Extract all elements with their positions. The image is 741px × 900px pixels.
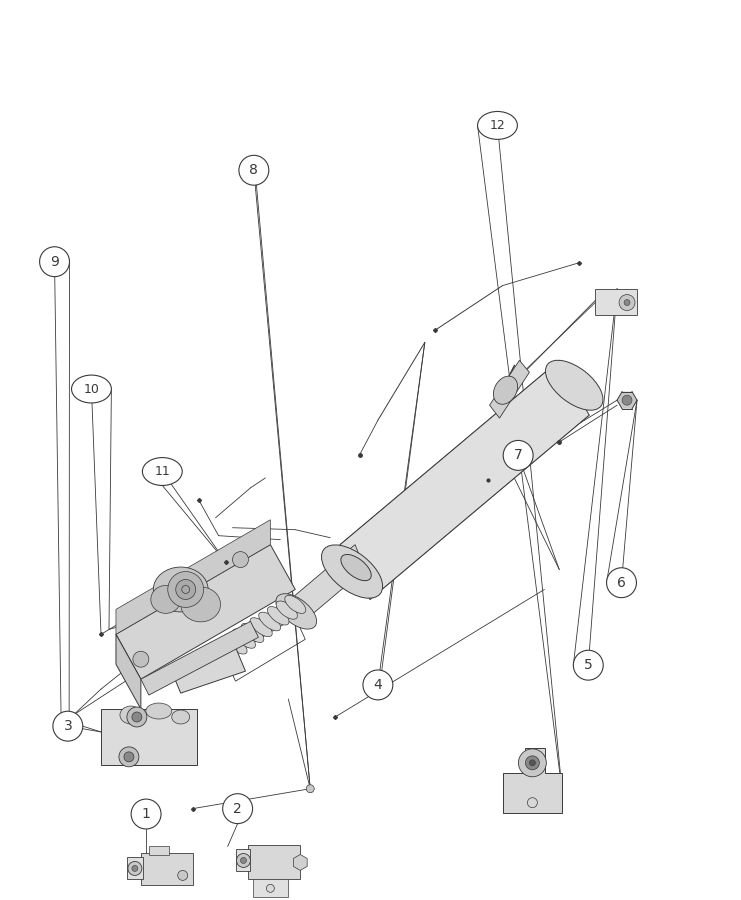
- Ellipse shape: [276, 601, 297, 619]
- Polygon shape: [170, 647, 245, 693]
- Ellipse shape: [181, 587, 221, 622]
- Circle shape: [178, 870, 187, 880]
- Ellipse shape: [233, 629, 256, 648]
- Text: 3: 3: [64, 719, 72, 733]
- Ellipse shape: [250, 617, 272, 636]
- Circle shape: [624, 300, 630, 305]
- Ellipse shape: [322, 544, 382, 598]
- FancyBboxPatch shape: [253, 879, 288, 897]
- Polygon shape: [290, 544, 365, 625]
- Text: 10: 10: [84, 382, 99, 395]
- Circle shape: [525, 756, 539, 770]
- Ellipse shape: [153, 567, 208, 612]
- Text: 1: 1: [142, 807, 150, 821]
- FancyBboxPatch shape: [248, 844, 300, 879]
- Circle shape: [619, 294, 635, 310]
- Circle shape: [128, 861, 142, 876]
- Circle shape: [233, 552, 248, 568]
- Text: 9: 9: [50, 255, 59, 269]
- Circle shape: [167, 572, 204, 608]
- Circle shape: [119, 747, 139, 767]
- Circle shape: [503, 440, 533, 471]
- Ellipse shape: [151, 586, 181, 614]
- Text: 8: 8: [250, 163, 259, 177]
- Ellipse shape: [72, 375, 111, 403]
- Ellipse shape: [341, 554, 371, 580]
- FancyBboxPatch shape: [141, 853, 193, 886]
- Text: 2: 2: [233, 802, 242, 815]
- Polygon shape: [116, 519, 270, 634]
- Circle shape: [306, 785, 314, 793]
- Polygon shape: [617, 392, 637, 409]
- Ellipse shape: [172, 710, 190, 724]
- Circle shape: [241, 858, 247, 863]
- Text: 5: 5: [584, 658, 593, 672]
- Circle shape: [53, 711, 83, 741]
- FancyBboxPatch shape: [595, 289, 637, 314]
- FancyBboxPatch shape: [101, 709, 196, 765]
- Ellipse shape: [242, 624, 264, 643]
- Text: 4: 4: [373, 678, 382, 692]
- Circle shape: [176, 580, 196, 599]
- Ellipse shape: [477, 112, 517, 140]
- Polygon shape: [502, 748, 562, 813]
- Ellipse shape: [142, 457, 182, 485]
- Polygon shape: [116, 634, 141, 709]
- Ellipse shape: [224, 634, 247, 654]
- Polygon shape: [293, 854, 308, 870]
- Polygon shape: [490, 360, 529, 418]
- FancyBboxPatch shape: [127, 858, 143, 879]
- Polygon shape: [141, 621, 259, 695]
- Circle shape: [528, 797, 537, 807]
- Circle shape: [132, 712, 142, 722]
- Circle shape: [131, 799, 161, 829]
- Circle shape: [519, 749, 546, 777]
- Ellipse shape: [276, 594, 316, 629]
- Circle shape: [132, 866, 138, 871]
- Circle shape: [127, 707, 147, 727]
- Polygon shape: [116, 544, 295, 680]
- Ellipse shape: [285, 596, 306, 614]
- Ellipse shape: [268, 607, 289, 625]
- Circle shape: [239, 156, 269, 185]
- Circle shape: [574, 650, 603, 680]
- Circle shape: [236, 853, 250, 868]
- Text: 12: 12: [490, 119, 505, 132]
- Polygon shape: [340, 360, 589, 599]
- Circle shape: [622, 395, 632, 405]
- Text: 11: 11: [154, 465, 170, 478]
- FancyBboxPatch shape: [236, 850, 250, 871]
- Circle shape: [607, 568, 637, 598]
- Circle shape: [124, 752, 134, 761]
- Circle shape: [182, 586, 190, 593]
- Circle shape: [267, 885, 274, 892]
- Ellipse shape: [545, 360, 603, 410]
- FancyBboxPatch shape: [149, 845, 169, 856]
- Ellipse shape: [146, 703, 172, 719]
- Ellipse shape: [120, 706, 142, 724]
- Circle shape: [39, 247, 70, 276]
- Text: 7: 7: [514, 448, 522, 463]
- Text: 6: 6: [617, 576, 626, 590]
- Ellipse shape: [494, 376, 517, 404]
- Circle shape: [223, 794, 253, 824]
- Circle shape: [133, 652, 149, 667]
- Circle shape: [363, 670, 393, 700]
- Ellipse shape: [259, 612, 281, 631]
- Circle shape: [529, 760, 536, 766]
